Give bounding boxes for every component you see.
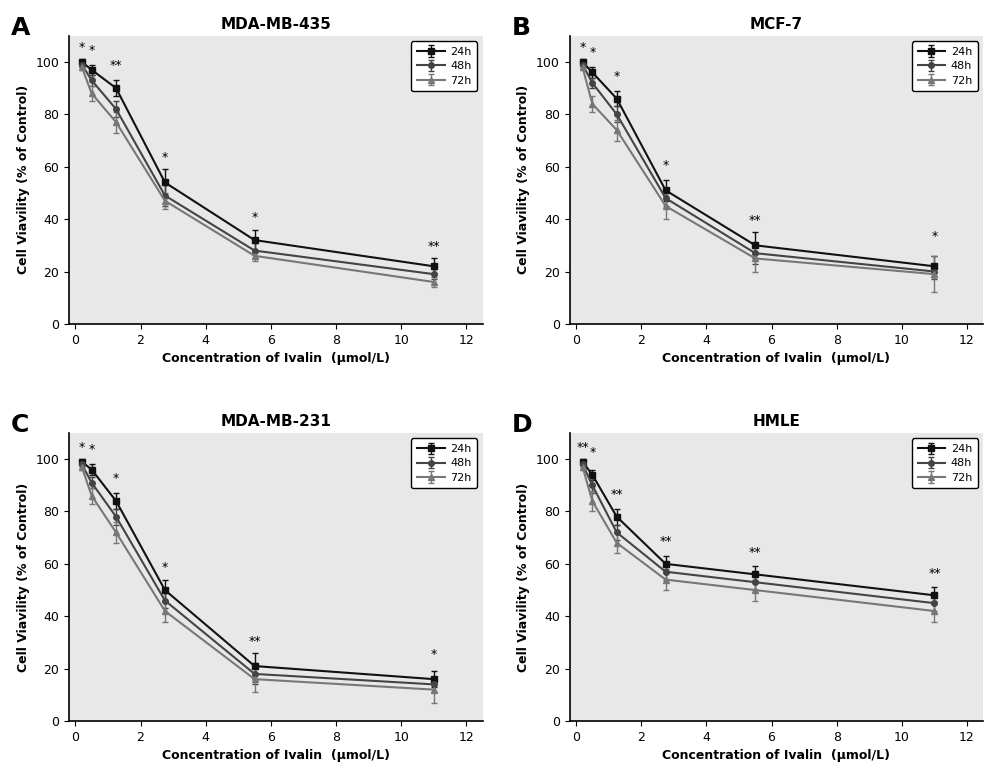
Text: *: * bbox=[113, 472, 119, 485]
Text: C: C bbox=[11, 413, 29, 437]
X-axis label: Concentration of Ivalin  (μmol/L): Concentration of Ivalin (μmol/L) bbox=[162, 749, 390, 763]
Text: *: * bbox=[579, 41, 586, 54]
Text: *: * bbox=[89, 443, 95, 456]
Text: *: * bbox=[589, 446, 595, 459]
Text: *: * bbox=[162, 151, 168, 164]
Text: **: ** bbox=[428, 240, 440, 253]
Title: MDA-MB-231: MDA-MB-231 bbox=[220, 414, 331, 429]
Text: *: * bbox=[663, 159, 669, 172]
Text: **: ** bbox=[749, 545, 761, 559]
Title: MDA-MB-435: MDA-MB-435 bbox=[220, 17, 331, 32]
Y-axis label: Cell Viavility (% of Control): Cell Viavility (% of Control) bbox=[17, 482, 30, 671]
Legend: 24h, 48h, 72h: 24h, 48h, 72h bbox=[411, 41, 477, 91]
Text: **: ** bbox=[659, 535, 672, 548]
Text: **: ** bbox=[611, 488, 623, 501]
Title: HMLE: HMLE bbox=[752, 414, 800, 429]
Text: B: B bbox=[512, 16, 531, 40]
Text: **: ** bbox=[576, 441, 589, 454]
X-axis label: Concentration of Ivalin  (μmol/L): Concentration of Ivalin (μmol/L) bbox=[162, 352, 390, 365]
X-axis label: Concentration of Ivalin  (μmol/L): Concentration of Ivalin (μmol/L) bbox=[662, 749, 890, 763]
Text: D: D bbox=[512, 413, 532, 437]
Legend: 24h, 48h, 72h: 24h, 48h, 72h bbox=[411, 439, 477, 488]
Text: *: * bbox=[89, 44, 95, 57]
Text: *: * bbox=[589, 46, 595, 59]
Y-axis label: Cell Viavility (% of Control): Cell Viavility (% of Control) bbox=[517, 85, 530, 274]
Text: **: ** bbox=[110, 59, 122, 72]
Text: *: * bbox=[614, 70, 620, 83]
Text: **: ** bbox=[749, 214, 761, 227]
Text: *: * bbox=[79, 441, 85, 454]
Y-axis label: Cell Viavility (% of Control): Cell Viavility (% of Control) bbox=[517, 482, 530, 671]
Text: *: * bbox=[79, 41, 85, 54]
Title: MCF-7: MCF-7 bbox=[750, 17, 803, 32]
Legend: 24h, 48h, 72h: 24h, 48h, 72h bbox=[912, 439, 978, 488]
Text: *: * bbox=[251, 211, 258, 224]
Text: *: * bbox=[162, 562, 168, 574]
Text: *: * bbox=[431, 648, 437, 661]
Text: *: * bbox=[931, 230, 938, 243]
Text: **: ** bbox=[928, 566, 941, 580]
Y-axis label: Cell Viavility (% of Control): Cell Viavility (% of Control) bbox=[17, 85, 30, 274]
Legend: 24h, 48h, 72h: 24h, 48h, 72h bbox=[912, 41, 978, 91]
Text: A: A bbox=[11, 16, 30, 40]
Text: **: ** bbox=[248, 635, 261, 647]
X-axis label: Concentration of Ivalin  (μmol/L): Concentration of Ivalin (μmol/L) bbox=[662, 352, 890, 365]
